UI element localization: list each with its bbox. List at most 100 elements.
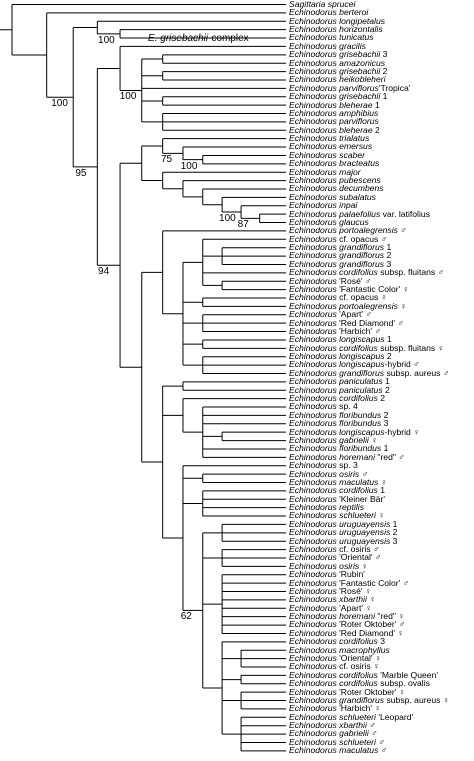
- taxon-label: Echinodorus bleherae 2: [289, 124, 380, 135]
- taxon-label: Echinodorus grandiflorus 2: [289, 250, 392, 261]
- taxon-label: Echinodorus osiris ♂: [289, 468, 369, 479]
- taxon-label: Echinodorus cf. opacus ♀: [289, 292, 388, 303]
- taxon-label: Echinodorus palaefolius var. latifolius: [289, 208, 430, 219]
- taxon-label: Echinodorus 'Rubin': [289, 569, 365, 580]
- taxon-label: Echinodorus portoalegrensis ♀: [289, 300, 407, 311]
- taxon-label: Echinodorus grandiflorus subsp. aureus ♀: [289, 694, 450, 705]
- taxon-label: Echinodorus decumbens: [289, 183, 384, 194]
- bootstrap-value: 75: [160, 154, 173, 166]
- taxon-label: Echinodorus gabrielii ♀: [289, 434, 378, 445]
- taxon-label: Echinodorus schlueteri ♀: [289, 510, 385, 521]
- taxon-label: Echinodorus uruguayensis 2: [289, 527, 398, 538]
- taxon-label: Echinodorus cordifolius subsp. ovalis: [289, 678, 430, 689]
- taxon-label: Echinodorus sp. 4: [289, 401, 358, 412]
- taxon-label: Echinodorus schlueteri 'Leopard': [289, 711, 414, 722]
- clade-label: E. grisebachii-complex: [148, 33, 249, 45]
- taxon-label: Echinodorus osiris ♀: [289, 560, 369, 571]
- taxon-label: Echinodorus inpai: [289, 200, 358, 211]
- taxon-label: Echinodorus xbarthii ♂: [289, 720, 376, 731]
- taxon-label: Echinodorus 'Rosé' ♀: [289, 585, 372, 596]
- taxon-label: Echinodorus floribundus 2: [289, 409, 389, 420]
- taxon-label: Echinodorus schlueteri ♂: [289, 736, 385, 747]
- bootstrap-value: 62: [180, 611, 192, 623]
- taxon-label: Echinodorus subalatus: [289, 191, 376, 202]
- taxon-label: Echinodorus glaucus: [289, 216, 369, 227]
- taxon-label: Echinodorus major: [289, 166, 361, 177]
- bootstrap-value: 94: [98, 266, 110, 278]
- taxon-label: Echinodorus cordifolius 2: [289, 393, 386, 404]
- taxon-label: Echinodorus 'Oriental' ♂: [289, 552, 382, 563]
- taxon-label: Echinodorus horemani "red" ♀: [289, 611, 405, 622]
- taxon-label: Sagittaria sprucei: [289, 0, 356, 9]
- taxon-label: Echinodorus 'Roter Oktober' ♂: [289, 619, 406, 630]
- taxon-label: Echinodorus uruguayensis 3: [289, 535, 398, 546]
- taxon-label: Echinodorus cordifolius 'Marble Queen': [289, 669, 438, 680]
- taxon-label: Echinodorus longipetalus: [289, 15, 386, 26]
- taxon-label: Echinodorus amazonicus: [289, 57, 386, 68]
- taxon-label: Echinodorus 'Apart' ♂: [289, 309, 372, 320]
- taxon-label: Echinodorus gracilis: [289, 40, 366, 51]
- taxon-label: Echinodorus cordifolius subsp. fluitans …: [289, 267, 445, 278]
- taxon-label: Echinodorus paniculatus 1: [289, 376, 390, 387]
- bootstrap-value: 100: [98, 34, 115, 46]
- taxon-label: Echinodorus 'Roter Oktober' ♀: [289, 686, 406, 697]
- taxon-label: Echinodorus grandiflorus subsp. aureus ♂: [289, 367, 450, 378]
- taxon-label: Echinodorus pubescens: [289, 175, 381, 185]
- taxon-label: Echinodorus parviflorus: [289, 116, 379, 127]
- taxon-label: Echinodorus uruguayensis 1: [289, 518, 398, 529]
- taxon-label: Echinodorus 'Red Diamond' ♀: [289, 627, 404, 638]
- bootstrap-value: 100: [119, 91, 137, 103]
- taxon-label: Echinodorus bleherae 1: [289, 99, 380, 110]
- taxon-label: Echinodorus grisebachii 2: [289, 65, 388, 76]
- taxon-label: Echinodorus cf. opacus ♂: [289, 233, 388, 244]
- taxon-label: Echinodorus emersus: [289, 141, 373, 152]
- taxon-label: Echinodorus 'Rosé' ♂: [289, 275, 372, 286]
- taxon-label: Echinodorus cf. osiris ♂: [289, 543, 380, 554]
- taxon-label: Echinodorus reptilis: [289, 502, 364, 513]
- taxon-label: Echinodorus 'Harbich' ♂: [289, 325, 381, 336]
- taxon-label: Echinodorus 'Kleiner Bär': [289, 493, 385, 504]
- taxon-label: Echinodorus 'Apart' ♀: [289, 602, 372, 613]
- taxon-label: Echinodorus heikobleheri: [289, 74, 386, 85]
- taxon-label: Echinodorus longiscapus-hybrid ♀: [289, 426, 420, 437]
- taxon-label: Echinodorus xbarthii ♀: [289, 594, 376, 605]
- taxon-label: Echinodorus amphibius: [289, 107, 379, 118]
- taxon-label: Echinodorus berteroi: [289, 7, 369, 18]
- taxon-label: Echinodorus horizontalis: [289, 24, 383, 35]
- bootstrap-value: 100: [51, 98, 68, 110]
- taxon-label: Echinodorus 'Fantastic Color' ♀: [289, 284, 410, 295]
- taxon-label: Echinodorus cordifolius subsp. fluitans …: [289, 342, 445, 353]
- taxon-label: Echinodorus sp. 3: [289, 460, 358, 471]
- taxon-label: Echinodorus bracteatus: [289, 158, 380, 169]
- taxon-label: Echinodorus grandiflorus 3: [289, 258, 392, 269]
- taxon-label: Echinodorus grisebachii 1: [289, 91, 388, 102]
- taxon-label: Echinodorus grisebachii 3: [289, 49, 388, 60]
- taxon-label: Echinodorus horemani "red" ♂: [289, 451, 405, 462]
- taxon-label: Echinodorus maculatus ♀: [289, 476, 388, 487]
- taxon-label: Echinodorus 'Harbich' ♀: [289, 703, 381, 714]
- bootstrap-value: 87: [237, 219, 249, 231]
- taxon-label: Echinodorus tunicatus: [289, 32, 374, 43]
- taxon-label: Echinodorus parviflorus'Tropica': [289, 82, 411, 93]
- taxon-label: Echinodorus cordifolius 3: [289, 636, 386, 647]
- taxon-label: Echinodorus floribundus 3: [289, 418, 389, 429]
- bootstrap-value: 100: [219, 213, 236, 225]
- taxon-label: Echinodorus longiscapus-hybrid ♂: [289, 359, 420, 370]
- bootstrap-value: 95: [75, 167, 87, 179]
- taxon-label: Echinodorus macrophyllus: [289, 644, 390, 655]
- taxon-label: Echinodorus paniculatus 2: [289, 384, 390, 395]
- bootstrap-value: 100: [180, 160, 198, 172]
- taxon-label: Echinodorus grandiflorus 1: [289, 242, 392, 253]
- taxon-label: Echinodorus 'Fantastic Color' ♂: [289, 577, 410, 588]
- taxon-label: Echinodorus gabrielii ♂: [289, 728, 378, 739]
- taxon-label: Echinodorus maculatus ♂: [289, 745, 388, 756]
- taxon-label: Echinodorus cf. osiris ♀: [289, 661, 380, 672]
- taxon-label: Echinodorus cordifolius 1: [289, 485, 386, 496]
- taxon-label: Echinodorus 'Red Diamond' ♂: [289, 317, 404, 328]
- taxon-label: Echinodorus trialatus: [289, 133, 370, 144]
- taxon-label: Echinodorus 'Oriental' ♀: [289, 653, 382, 663]
- taxon-label: Echinodorus longiscapus 1: [289, 334, 392, 345]
- taxon-label: Echinodorus scaber: [289, 149, 365, 160]
